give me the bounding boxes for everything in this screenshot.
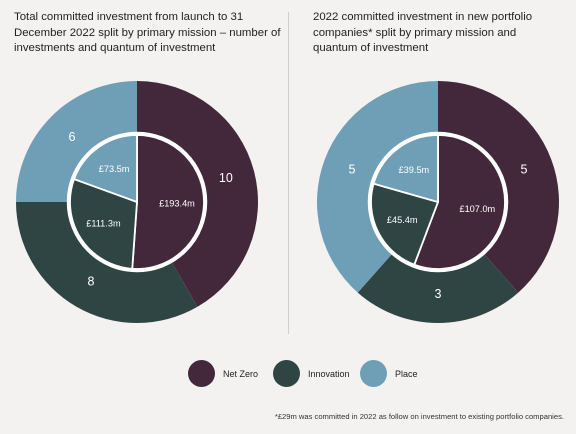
right-outer-label-net-zero: 5: [521, 162, 528, 176]
legend-swatch-net-zero: [188, 360, 215, 387]
legend-label-innovation: Innovation: [308, 368, 350, 379]
right-inner-label-innovation: £45.4m: [387, 215, 418, 225]
footnote: *£29m was committed in 2022 as follow on…: [274, 412, 564, 421]
right-outer-slice-place: [317, 81, 438, 293]
legend-item-place: Place: [360, 360, 418, 387]
left-inner-label-place: £73.5m: [99, 164, 130, 174]
left-outer-label-place: 6: [68, 130, 75, 144]
right-ring-separator: [367, 131, 509, 273]
left-inner-label-net-zero: £193.4m: [159, 198, 195, 208]
legend-item-net-zero: Net Zero: [188, 360, 258, 387]
right-outer-label-place: 5: [349, 162, 356, 176]
left-outer-label-innovation: 8: [88, 275, 95, 289]
left-outer-label-net-zero: 10: [219, 171, 233, 185]
left-outer-slice-innovation: [16, 202, 198, 323]
right-inner-label-net-zero: £107.0m: [459, 204, 495, 214]
legend-label-net-zero: Net Zero: [223, 368, 259, 379]
panel-divider: [288, 12, 289, 334]
left-ring-separator: [66, 131, 208, 273]
right-donut-chart: 5 3 5 £107.0m £45.4m £39.5m: [317, 81, 559, 323]
left-outer-slice-place: [16, 81, 137, 202]
left-inner-slice-place: [72, 134, 138, 204]
left-inner-slice-net-zero: [131, 134, 205, 270]
chart-legend: Net Zero Innovation Place: [0, 360, 576, 390]
left-chart-title: Total committed investment from launch t…: [14, 11, 281, 54]
left-inner-slice-innovation: [69, 177, 138, 270]
right-outer-label-innovation: 3: [435, 287, 442, 301]
left-inner-label-innovation: £111.3m: [86, 219, 121, 229]
right-outer-slice-net-zero: [438, 81, 559, 293]
right-inner-slice-innovation: [370, 182, 440, 266]
right-inner-slice-place: [372, 134, 439, 204]
legend-swatch-place: [360, 360, 387, 387]
right-inner-slice-net-zero: [413, 134, 506, 270]
legend-swatch-innovation: [273, 360, 300, 387]
left-donut-chart: 10 8 6 £193.4m £111.3m £73.5m: [16, 81, 258, 323]
legend-label-place: Place: [395, 368, 418, 379]
right-chart-title: 2022 committed investment in new portfol…: [313, 11, 533, 54]
right-outer-slice-innovation: [357, 253, 519, 323]
legend-item-innovation: Innovation: [273, 360, 350, 387]
left-outer-slice-net-zero: [137, 81, 258, 307]
right-inner-label-place: £39.5m: [399, 165, 430, 175]
